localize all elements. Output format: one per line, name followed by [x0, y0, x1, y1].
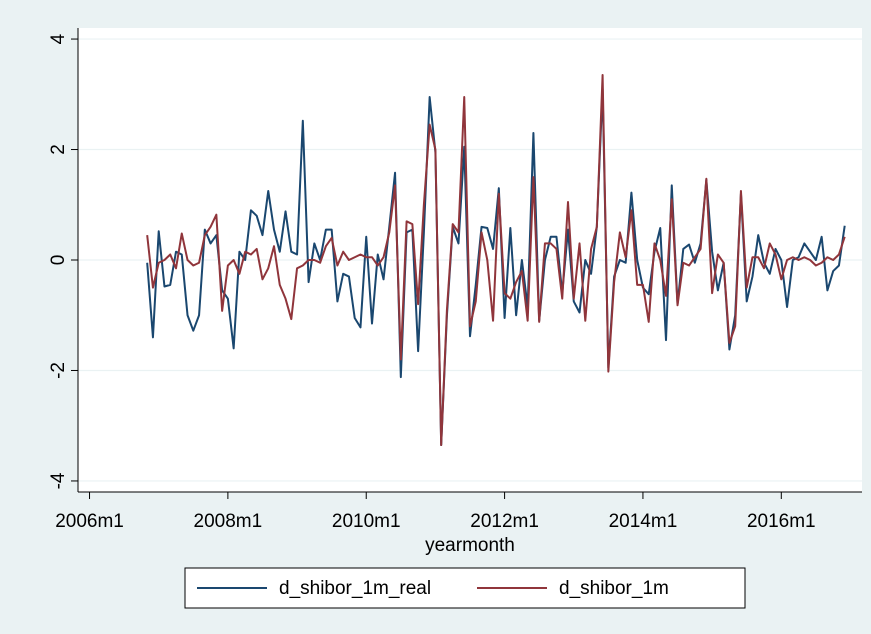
x-axis-title: yearmonth: [425, 535, 515, 556]
y-tick-label: -2: [48, 362, 69, 379]
legend-box: [184, 567, 746, 609]
legend-label: d_shibor_1m_real: [279, 578, 431, 599]
series-line: [146, 73, 846, 447]
y-tick-label: 2: [48, 144, 69, 155]
y-tick-label: 0: [48, 255, 69, 266]
x-tick-label: 2008m1: [194, 511, 263, 532]
x-tick-label: 2014m1: [609, 511, 678, 532]
x-tick-label: 2006m1: [55, 511, 124, 532]
x-tick-label: 2012m1: [470, 511, 539, 532]
x-tick-label: 2016m1: [747, 511, 816, 532]
x-tick-label: 2010m1: [332, 511, 401, 532]
y-tick-label: -4: [48, 472, 69, 489]
legend-label: d_shibor_1m: [559, 578, 669, 599]
y-tick-label: 4: [48, 33, 69, 44]
